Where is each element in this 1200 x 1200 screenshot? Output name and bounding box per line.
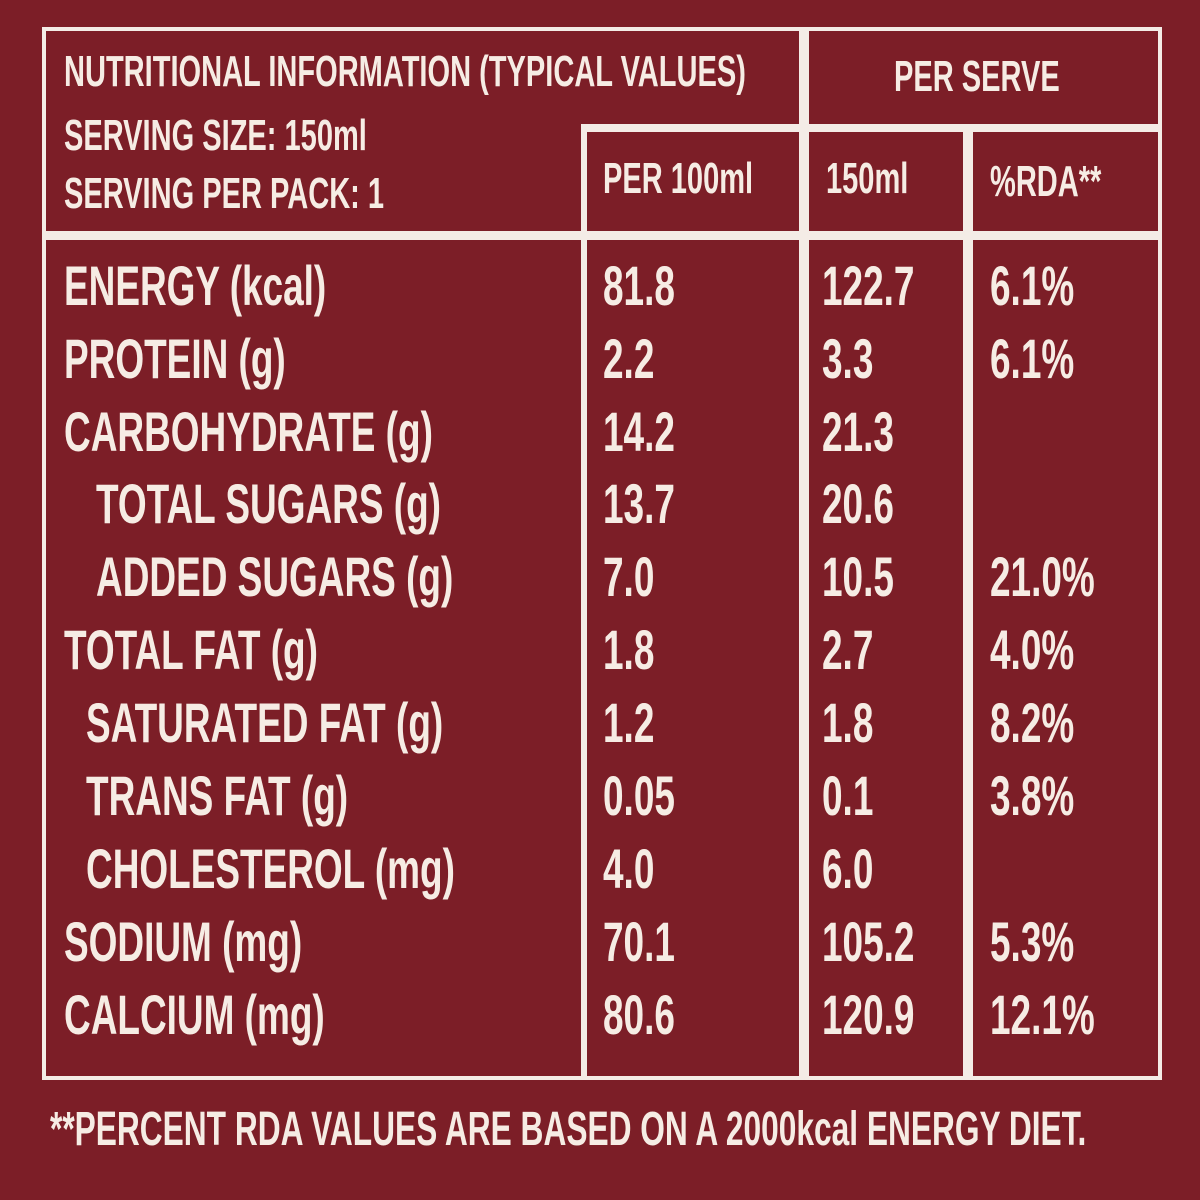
servings-per-pack: SERVING PER PACK: 1	[64, 169, 385, 218]
rda-footnote: **PERCENT RDA VALUES ARE BASED ON A 2000…	[50, 1103, 1087, 1156]
nutrient-label: CARBOHYDRATE (g)	[64, 400, 433, 463]
per-serve-heading: PER SERVE	[894, 52, 1060, 101]
per-100ml-value: 13.7	[603, 472, 675, 535]
per-150ml-value: 1.8	[822, 691, 874, 754]
serving-size: SERVING SIZE: 150ml	[64, 111, 367, 160]
per-100ml-value: 80.6	[603, 983, 675, 1046]
per-100ml-value: 1.8	[603, 618, 655, 681]
per-150ml-value: 3.3	[822, 327, 874, 390]
nutrient-label: PROTEIN (g)	[64, 327, 286, 390]
per-150ml-value: 122.7	[822, 254, 915, 317]
rda-value: 5.3%	[990, 910, 1075, 973]
rda-value: 4.0%	[990, 618, 1075, 681]
per-150ml-value: 0.1	[822, 764, 874, 827]
nutrient-label: TRANS FAT (g)	[86, 764, 349, 827]
rda-value: 6.1%	[990, 254, 1075, 317]
column-divider-1	[581, 124, 587, 1080]
per-100ml-value: 2.2	[603, 327, 655, 390]
rda-value: 3.8%	[990, 764, 1075, 827]
table-title: NUTRITIONAL INFORMATION (TYPICAL VALUES)	[64, 47, 746, 96]
rda-value: 21.0%	[990, 545, 1095, 608]
per-100ml-value: 0.05	[603, 764, 675, 827]
per-150ml-value: 120.9	[822, 983, 915, 1046]
nutrient-label: CHOLESTEROL (mg)	[86, 837, 455, 900]
per-150ml-value: 6.0	[822, 837, 874, 900]
per-100ml-value: 70.1	[603, 910, 675, 973]
rda-value: 12.1%	[990, 983, 1095, 1046]
per-150ml-heading: 150ml	[826, 154, 909, 203]
nutrient-label: ADDED SUGARS (g)	[96, 545, 454, 608]
rda-heading: %RDA**	[990, 157, 1102, 206]
nutrient-label: SODIUM (mg)	[64, 910, 303, 973]
per-150ml-value: 10.5	[822, 545, 894, 608]
header-rule	[42, 231, 1162, 240]
column-divider-3	[963, 124, 973, 1080]
nutrient-label: TOTAL FAT (g)	[64, 618, 318, 681]
rda-value: 6.1%	[990, 327, 1075, 390]
per-100ml-heading: PER 100ml	[603, 154, 754, 203]
per-100ml-value: 81.8	[603, 254, 675, 317]
per-150ml-value: 2.7	[822, 618, 874, 681]
per-100ml-value: 1.2	[603, 691, 655, 754]
per-100ml-value: 14.2	[603, 400, 675, 463]
per-150ml-value: 21.3	[822, 400, 894, 463]
nutrition-table-frame	[42, 27, 1162, 1080]
nutrient-label: CALCIUM (mg)	[64, 983, 325, 1046]
per-100ml-value: 4.0	[603, 837, 655, 900]
nutrient-label: SATURATED FAT (g)	[86, 691, 444, 754]
column-divider-2	[799, 27, 809, 1080]
nutrient-label: ENERGY (kcal)	[64, 254, 327, 317]
per-150ml-value: 105.2	[822, 910, 915, 973]
per-100ml-value: 7.0	[603, 545, 655, 608]
nutrient-label: TOTAL SUGARS (g)	[96, 472, 441, 535]
per-150ml-value: 20.6	[822, 472, 894, 535]
per-serve-rule	[581, 124, 1162, 132]
rda-value: 8.2%	[990, 691, 1075, 754]
